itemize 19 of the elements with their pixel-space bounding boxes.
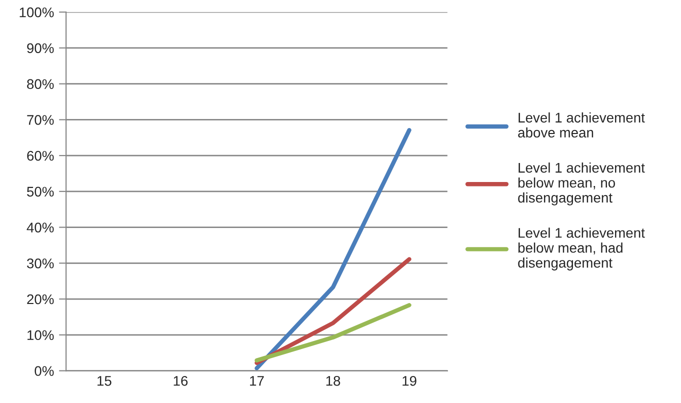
y-tick-label: 10% — [28, 330, 54, 340]
y-tick-label: 100% — [20, 7, 54, 18]
y-tick-label: 60% — [27, 150, 54, 161]
legend-label: Level 1 achievement below mean, had disengagement — [518, 228, 645, 270]
y-tick-label: 90% — [27, 43, 54, 54]
y-tick-label: 80% — [27, 79, 54, 89]
x-tick-label: 18 — [326, 376, 340, 386]
x-tick-label: 19 — [402, 376, 416, 386]
y-tick-label: 50% — [27, 186, 54, 197]
y-tick-label: 20% — [27, 294, 54, 304]
x-tick-label: 17 — [250, 376, 264, 386]
y-tick-label: 30% — [26, 258, 54, 268]
y-tick-label: 0% — [34, 366, 54, 376]
y-tick-label: 70% — [27, 115, 54, 125]
y-tick-label: 40% — [26, 222, 54, 232]
legend-label: Level 1 achievement above mean — [518, 112, 645, 138]
x-tick-label: 15 — [98, 376, 112, 386]
x-tick-label: 16 — [174, 376, 188, 386]
legend-label: Level 1 achievement below mean, no disengagement — [518, 162, 645, 206]
